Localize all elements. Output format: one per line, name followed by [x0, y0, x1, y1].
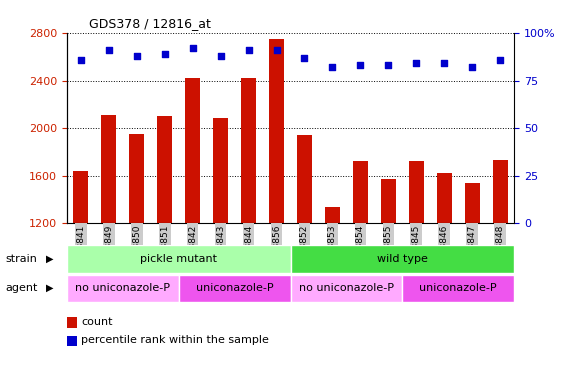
Text: GSM3848: GSM3848 — [496, 224, 505, 268]
Point — [440, 60, 449, 66]
Text: no uniconazole-P: no uniconazole-P — [75, 283, 170, 293]
Text: GSM3842: GSM3842 — [188, 224, 197, 268]
Point — [272, 47, 281, 53]
Point — [496, 57, 505, 63]
Bar — [290, 274, 403, 302]
Text: GSM3844: GSM3844 — [244, 224, 253, 268]
Text: agent: agent — [6, 283, 38, 293]
Bar — [408, 161, 424, 223]
Point — [160, 51, 169, 57]
Text: uniconazole-P: uniconazole-P — [196, 283, 274, 293]
Text: ▶: ▶ — [46, 283, 53, 293]
Text: GSM3851: GSM3851 — [160, 224, 169, 268]
Text: GSM3855: GSM3855 — [384, 224, 393, 268]
Bar — [179, 274, 290, 302]
Bar — [381, 179, 396, 223]
Text: GSM3856: GSM3856 — [272, 224, 281, 268]
Text: GSM3850: GSM3850 — [132, 224, 141, 268]
Text: uniconazole-P: uniconazole-P — [419, 283, 497, 293]
Point — [132, 53, 141, 59]
Text: count: count — [81, 317, 113, 327]
Point — [244, 47, 253, 53]
Bar — [157, 116, 173, 223]
Bar — [73, 171, 88, 223]
Bar — [269, 39, 284, 223]
Text: GSM3854: GSM3854 — [356, 224, 365, 268]
Point — [356, 62, 365, 68]
Bar — [465, 183, 480, 223]
Text: GDS378 / 12816_at: GDS378 / 12816_at — [89, 17, 211, 30]
Bar — [493, 160, 508, 223]
Text: GSM3847: GSM3847 — [468, 224, 477, 268]
Text: percentile rank within the sample: percentile rank within the sample — [81, 335, 269, 346]
Text: GSM3852: GSM3852 — [300, 224, 309, 268]
Point — [188, 45, 198, 51]
Text: strain: strain — [6, 254, 38, 264]
Text: GSM3846: GSM3846 — [440, 224, 449, 268]
Bar — [241, 78, 256, 223]
Point — [76, 57, 85, 63]
Point — [412, 60, 421, 66]
Text: ▶: ▶ — [46, 254, 53, 264]
Bar — [403, 274, 514, 302]
Bar — [185, 78, 200, 223]
Point — [104, 47, 113, 53]
Point — [383, 62, 393, 68]
Text: GSM3843: GSM3843 — [216, 224, 225, 268]
Bar — [325, 206, 340, 223]
Bar — [67, 274, 179, 302]
Point — [328, 64, 337, 70]
Text: pickle mutant: pickle mutant — [140, 254, 217, 264]
Text: wild type: wild type — [377, 254, 428, 264]
Bar — [101, 115, 116, 223]
Text: GSM3853: GSM3853 — [328, 224, 337, 268]
Bar — [213, 118, 228, 223]
Bar — [436, 173, 452, 223]
Bar — [129, 134, 145, 223]
Bar — [290, 245, 514, 273]
Text: no uniconazole-P: no uniconazole-P — [299, 283, 394, 293]
Text: GSM3845: GSM3845 — [412, 224, 421, 268]
Bar — [67, 245, 290, 273]
Point — [216, 53, 225, 59]
Text: GSM3849: GSM3849 — [104, 224, 113, 268]
Text: GSM3841: GSM3841 — [76, 224, 85, 268]
Bar — [297, 135, 312, 223]
Point — [468, 64, 477, 70]
Point — [300, 55, 309, 61]
Bar — [353, 161, 368, 223]
